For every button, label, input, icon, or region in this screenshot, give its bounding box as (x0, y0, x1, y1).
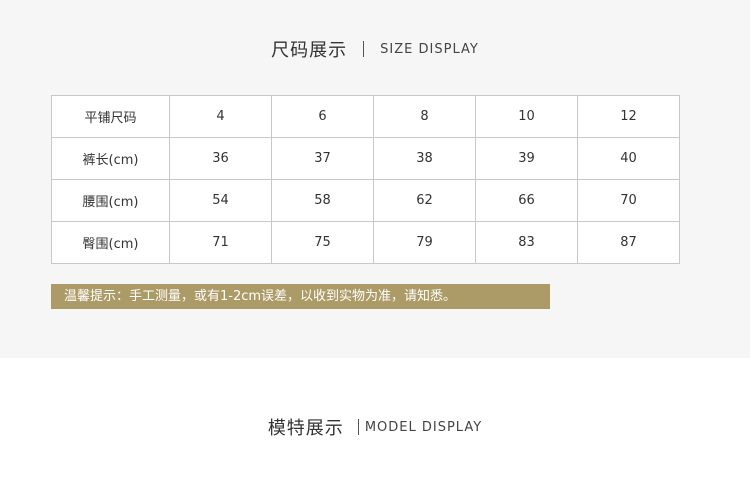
size-section-title: 尺码展示 SIZE DISPLAY (0, 36, 750, 62)
size-table: 平铺尺码 4 6 8 10 12 裤长(cm) 36 37 38 39 40 腰… (51, 95, 680, 264)
table-row: 裤长(cm) 36 37 38 39 40 (51, 137, 680, 180)
table-cell: 8 (373, 95, 476, 138)
title-divider (357, 419, 359, 435)
table-cell: 裤长(cm) (51, 137, 170, 180)
table-cell: 83 (475, 221, 578, 264)
table-cell: 36 (169, 137, 272, 180)
table-cell: 4 (169, 95, 272, 138)
table-cell: 71 (169, 221, 272, 264)
size-title-cn: 尺码展示 (271, 40, 348, 61)
table-cell: 79 (373, 221, 476, 264)
table-cell: 40 (577, 137, 680, 180)
measurement-note: 温馨提示：手工测量，或有1-2cm误差，以收到实物为准，请知悉。 (51, 284, 550, 309)
model-title-en: MODEL DISPLAY (364, 419, 483, 435)
table-cell: 62 (373, 179, 476, 222)
table-cell: 10 (475, 95, 578, 138)
table-cell: 腰围(cm) (51, 179, 170, 222)
table-cell: 12 (577, 95, 680, 138)
table-cell: 58 (271, 179, 374, 222)
table-cell: 70 (577, 179, 680, 222)
table-cell: 37 (271, 137, 374, 180)
table-cell: 38 (373, 137, 476, 180)
model-section-title: 模特展示 MODEL DISPLAY (0, 414, 750, 440)
table-cell: 66 (475, 179, 578, 222)
title-divider (363, 41, 365, 57)
table-cell: 39 (475, 137, 578, 180)
table-cell: 平铺尺码 (51, 95, 170, 138)
table-header-row: 平铺尺码 4 6 8 10 12 (51, 95, 680, 138)
table-cell: 75 (271, 221, 374, 264)
table-cell: 87 (577, 221, 680, 264)
model-title-cn: 模特展示 (267, 418, 344, 439)
table-row: 腰围(cm) 54 58 62 66 70 (51, 179, 680, 222)
table-cell: 6 (271, 95, 374, 138)
size-title-en: SIZE DISPLAY (380, 41, 479, 57)
table-cell: 54 (169, 179, 272, 222)
table-row: 臀围(cm) 71 75 79 83 87 (51, 221, 680, 264)
table-cell: 臀围(cm) (51, 221, 170, 264)
